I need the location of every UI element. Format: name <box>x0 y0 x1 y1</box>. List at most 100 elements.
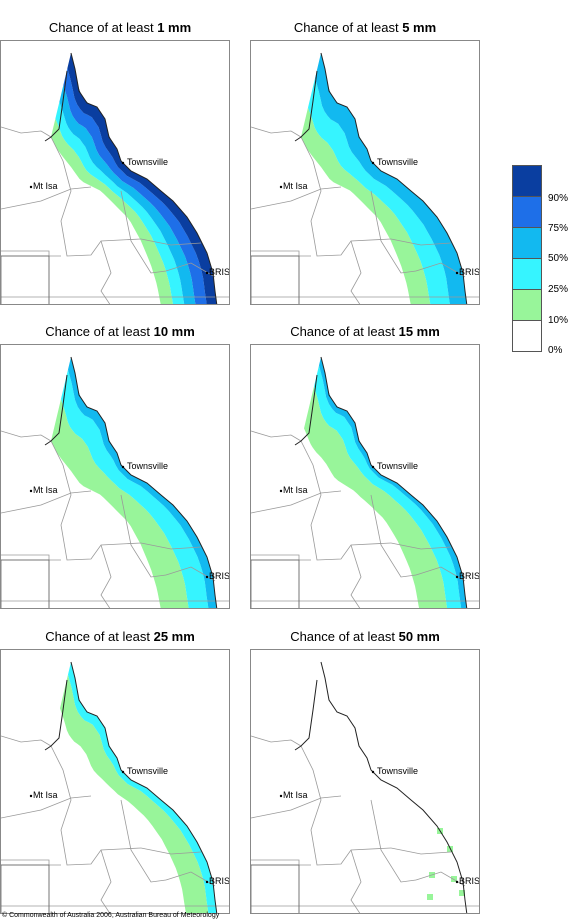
queensland-map-svg <box>1 661 229 913</box>
district-boundary <box>390 542 452 550</box>
district-boundary <box>100 849 112 913</box>
townsville-label: Townsville <box>377 461 419 471</box>
state-border <box>251 255 300 304</box>
panel-title-15mm: Chance of at least 15 mm <box>245 324 485 339</box>
district-boundary <box>251 735 302 747</box>
map-25mm: Townsville Mt Isa BRIS <box>0 649 230 914</box>
state-border <box>251 559 300 608</box>
district-boundary <box>50 440 142 561</box>
townsville-label: Townsville <box>127 461 169 471</box>
rain-probability-band <box>308 78 450 304</box>
coastline <box>320 52 468 304</box>
district-boundary <box>1 490 92 514</box>
legend-label-25: 25% <box>548 284 569 295</box>
mt-isa-label: Mt Isa <box>33 181 58 191</box>
rain-probability-band <box>304 386 448 608</box>
district-boundary <box>1 186 92 210</box>
map-1mm: Townsville Mt Isa BRIS <box>0 40 230 305</box>
coastline <box>320 356 468 608</box>
district-boundary <box>50 745 142 866</box>
legend-swatch-10 <box>512 289 542 320</box>
town-marker <box>455 575 459 579</box>
rain-probability-band <box>68 662 217 913</box>
district-boundary <box>251 186 342 210</box>
town-marker <box>279 794 283 798</box>
queensland-map-svg <box>1 52 229 304</box>
title-prefix: Chance of at least <box>293 20 403 35</box>
town-marker <box>455 271 459 275</box>
queensland-map-svg <box>251 661 479 913</box>
gulf-coastline <box>294 70 318 142</box>
gulf-coastline <box>44 374 68 446</box>
panel-title-50mm: Chance of at least 50 mm <box>245 629 485 644</box>
district-boundary <box>390 238 452 246</box>
district-boundary <box>120 190 167 274</box>
town-marker <box>121 770 125 774</box>
coastline <box>70 661 218 913</box>
town-marker <box>371 770 375 774</box>
rain-probability-band <box>63 68 207 304</box>
map-50mm: Townsville Mt Isa BRIS <box>250 649 480 914</box>
district-boundary <box>350 544 362 608</box>
legend-label-75: 75% <box>548 223 569 234</box>
bris-label: BRIS <box>459 267 480 277</box>
district-boundary <box>370 494 417 578</box>
district-boundary <box>1 735 52 747</box>
legend-label-10: 10% <box>548 315 569 326</box>
queensland-map-svg <box>251 52 479 304</box>
district-boundary <box>140 238 202 246</box>
rain-patch <box>427 894 433 900</box>
rain-probability-band <box>314 365 462 608</box>
legend-swatch-50 <box>512 227 542 258</box>
mt-isa-label: Mt Isa <box>33 790 58 800</box>
bris-label: BRIS <box>459 876 480 886</box>
panel-title-1mm: Chance of at least 1 mm <box>0 20 240 35</box>
legend-label-50: 50% <box>548 253 569 264</box>
town-marker <box>205 880 209 884</box>
district-boundary <box>100 544 112 608</box>
bris-label: BRIS <box>209 876 230 886</box>
rain-probability-band <box>55 101 185 304</box>
legend-swatch-90 <box>512 165 542 196</box>
district-boundary <box>120 799 167 883</box>
title-prefix: Chance of at least <box>290 629 399 644</box>
district-boundary <box>140 542 202 550</box>
coastline <box>70 52 218 304</box>
queensland-map-svg <box>251 356 479 608</box>
rain-probability-band <box>51 399 189 608</box>
copyright-notice: © Commonwealth of Australia 2006, Austra… <box>2 912 220 919</box>
district-boundary <box>1 430 52 442</box>
probability-legend <box>512 165 542 352</box>
legend-label-0: 0% <box>548 345 563 356</box>
legend-swatch-0 <box>512 320 542 352</box>
district-boundary <box>300 136 392 257</box>
bris-label: BRIS <box>209 571 230 581</box>
title-amount: 15 mm <box>398 324 440 339</box>
town-marker <box>205 575 209 579</box>
legend-swatch-25 <box>512 258 542 289</box>
coastline <box>70 356 218 608</box>
rain-probability-band <box>60 674 209 913</box>
district-boundary <box>370 799 417 883</box>
title-prefix: Chance of at least <box>48 20 158 35</box>
town-marker <box>121 465 125 469</box>
title-amount: 1 mm <box>157 20 192 35</box>
mt-isa-label: Mt Isa <box>33 485 58 495</box>
district-boundary <box>390 847 452 855</box>
rain-probability-band <box>51 118 173 304</box>
district-boundary <box>350 849 362 913</box>
panel-title-25mm: Chance of at least 25 mm <box>0 629 240 644</box>
title-prefix: Chance of at least <box>290 324 399 339</box>
rain-probability-band <box>68 357 217 608</box>
bris-label: BRIS <box>209 267 230 277</box>
district-boundary <box>1 795 92 819</box>
mt-isa-label: Mt Isa <box>283 790 308 800</box>
panel-title-10mm: Chance of at least 10 mm <box>0 324 240 339</box>
state-border <box>1 559 50 608</box>
gulf-coastline <box>44 679 68 751</box>
district-boundary <box>300 745 392 866</box>
town-marker <box>371 465 375 469</box>
district-boundary <box>120 494 167 578</box>
district-boundary <box>415 871 466 887</box>
rain-probability-band <box>301 107 431 304</box>
